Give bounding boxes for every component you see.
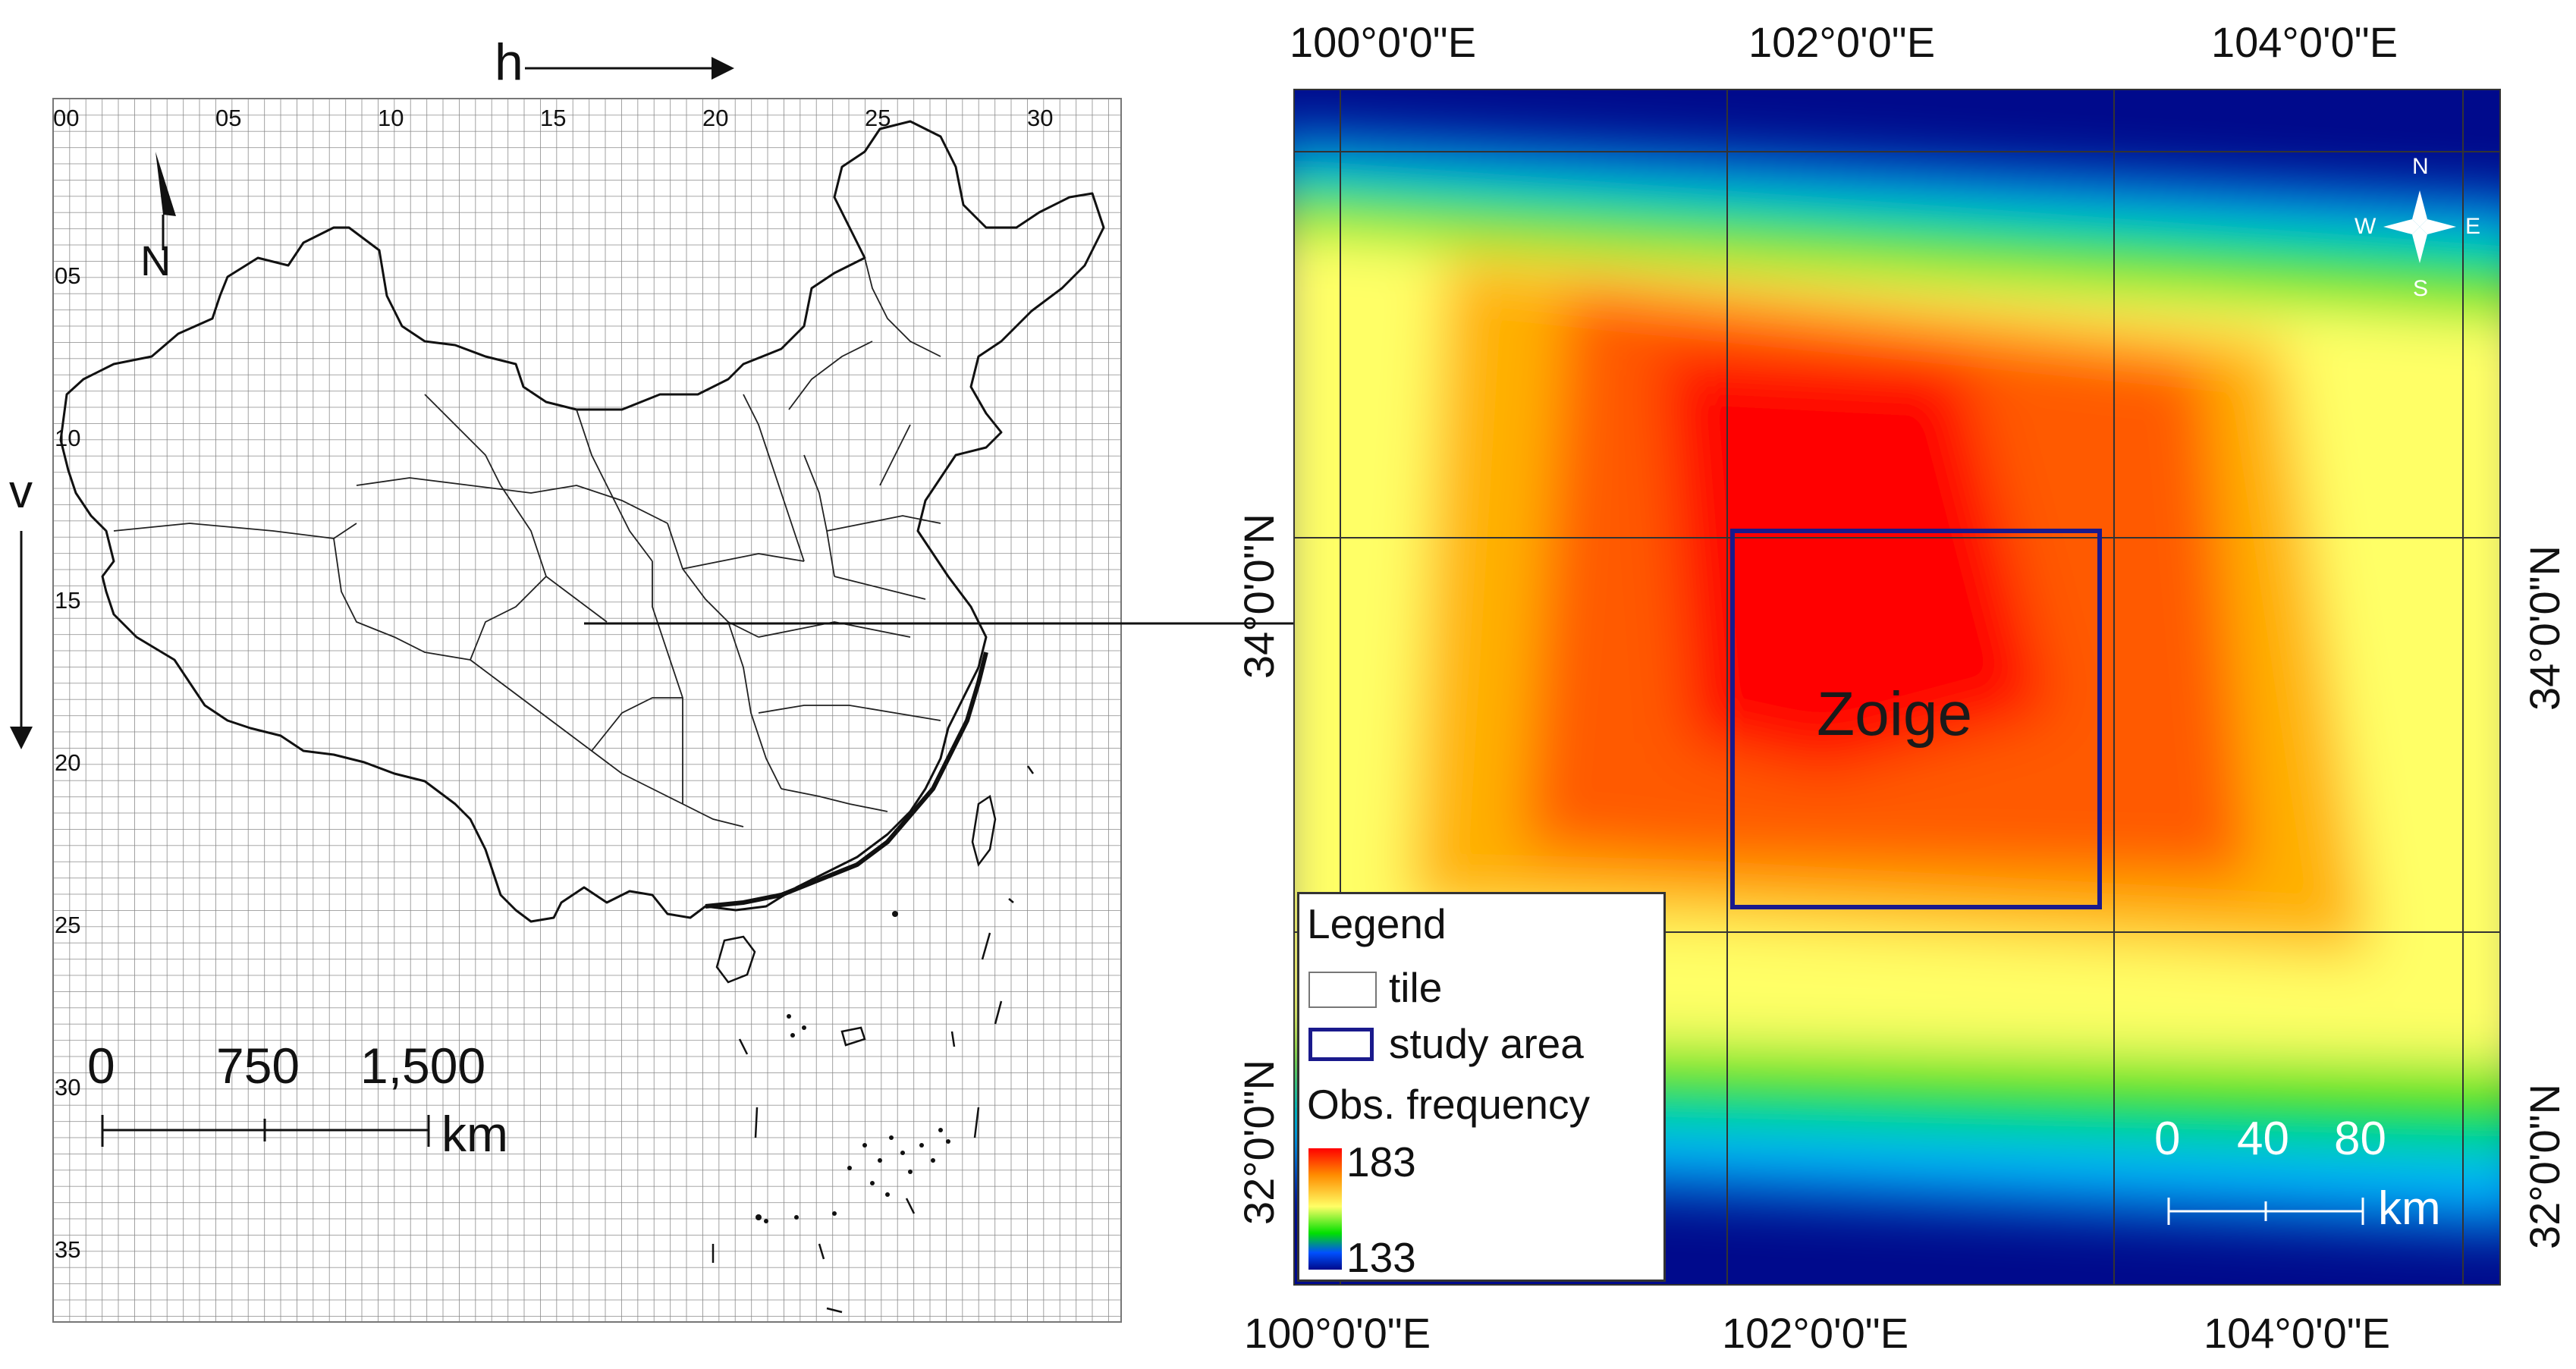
left-scale-label: 750 bbox=[216, 1038, 300, 1094]
h-axis-label: h bbox=[495, 33, 523, 91]
observation-frequency-raster: N S W E Zoige 0 40 80 km bbox=[1293, 89, 2501, 1286]
h-tick-label: 20 bbox=[702, 105, 729, 131]
province-boundaries bbox=[113, 257, 941, 827]
top-lon-label: 102°0'0"E bbox=[1748, 18, 1936, 66]
tile-grid bbox=[52, 98, 1122, 1323]
v-tick-label: 10 bbox=[55, 425, 81, 451]
v-tick-label: 30 bbox=[55, 1074, 81, 1101]
top-lon-label: 100°0'0"E bbox=[1290, 18, 1477, 66]
right-scale-unit: km bbox=[2378, 1182, 2441, 1235]
h-tick-label: 10 bbox=[378, 105, 404, 131]
legend-study-area-swatch bbox=[1308, 1028, 1374, 1061]
compass-rose-icon bbox=[2383, 190, 2456, 263]
legend-tile-label: tile bbox=[1389, 964, 1443, 1011]
h-tick-label: 00 bbox=[53, 105, 80, 131]
right-lat-label: 34°0'0"N bbox=[2521, 545, 2568, 711]
north-arrow-icon bbox=[156, 152, 176, 250]
v-tick-label: 25 bbox=[55, 912, 81, 938]
bottom-lon-label: 104°0'0"E bbox=[2204, 1309, 2391, 1357]
compass-e: E bbox=[2465, 214, 2481, 239]
v-tick-label: 05 bbox=[55, 262, 81, 289]
island-dots bbox=[756, 911, 950, 1223]
legend-title: Legend bbox=[1307, 900, 1447, 947]
right-scale-label: 0 bbox=[2154, 1113, 2181, 1165]
left-lat-label: 34°0'0"N bbox=[1235, 513, 1283, 679]
left-scale-unit: km bbox=[441, 1106, 508, 1162]
legend-color-ramp bbox=[1308, 1148, 1342, 1270]
right-scale-label: 80 bbox=[2334, 1113, 2386, 1165]
v-tick-label: 20 bbox=[55, 749, 81, 776]
study-area-name: Zoige bbox=[1817, 680, 1973, 749]
left-scale-label: 1,500 bbox=[360, 1038, 486, 1094]
legend-tile-swatch bbox=[1308, 972, 1377, 1008]
legend-study-area-label: study area bbox=[1389, 1020, 1584, 1067]
right-lat-label: 32°0'0"N bbox=[2521, 1084, 2568, 1249]
frequency-heatmap bbox=[1295, 90, 2499, 1284]
h-tick-label: 05 bbox=[215, 105, 242, 131]
h-tick-label: 25 bbox=[865, 105, 891, 131]
v-tick-label: 15 bbox=[55, 587, 81, 614]
legend-min-value: 133 bbox=[1346, 1234, 1416, 1281]
compass-n: N bbox=[2412, 154, 2429, 179]
tile-grid-map-graphics bbox=[10, 57, 1122, 1323]
left-lat-label: 32°0'0"N bbox=[1235, 1060, 1283, 1225]
right-scale-label: 40 bbox=[2237, 1113, 2289, 1165]
legend-max-value: 183 bbox=[1346, 1138, 1416, 1185]
china-outline bbox=[59, 120, 1105, 923]
v-tick-label: 35 bbox=[55, 1236, 81, 1263]
legend: Legend tile study area Obs. frequency 18… bbox=[1297, 892, 1666, 1282]
islands bbox=[712, 765, 1035, 1314]
h-tick-label: 15 bbox=[540, 105, 567, 131]
north-label: N bbox=[140, 237, 171, 284]
compass-s: S bbox=[2413, 276, 2429, 301]
v-axis-label: v bbox=[9, 466, 33, 518]
compass-w: W bbox=[2355, 214, 2377, 239]
study-area-outline bbox=[1730, 529, 2102, 909]
left-scale-label: 0 bbox=[87, 1038, 115, 1094]
h-tick-label: 30 bbox=[1027, 105, 1054, 131]
bottom-lon-label: 102°0'0"E bbox=[1722, 1309, 1909, 1357]
southern-coast bbox=[705, 652, 988, 909]
top-lon-label: 104°0'0"E bbox=[2211, 18, 2399, 66]
china-tile-grid-map: N 00 05 10 15 20 25 30 05 10 15 20 25 30… bbox=[0, 0, 1153, 1369]
right-scale-bar bbox=[2167, 1198, 2364, 1225]
legend-frequency-title: Obs. frequency bbox=[1307, 1081, 1590, 1128]
left-scale-bar bbox=[101, 1115, 430, 1147]
bottom-lon-label: 100°0'0"E bbox=[1244, 1309, 1431, 1357]
